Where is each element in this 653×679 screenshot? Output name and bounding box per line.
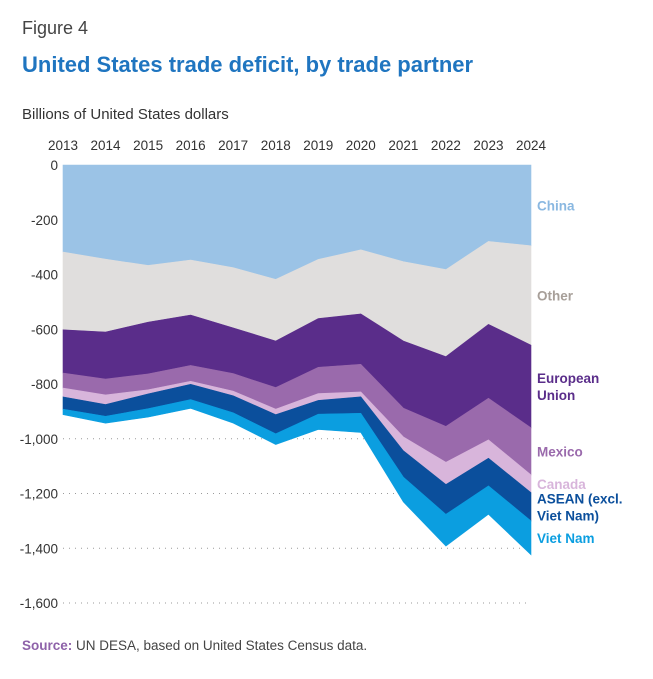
x-tick-label: 2024 — [516, 138, 547, 153]
chart-area: 0 -200 -400 -600 -800 -1,000 -1,200 -1,400 -1,60… — [20, 138, 623, 611]
x-tick-label: 2018 — [261, 138, 291, 153]
y-tick-label: -1,600 — [20, 596, 58, 611]
y-axis-units-label: Billions of United States dollars — [22, 106, 229, 123]
chart-title: United States trade deficit, by trade pa… — [22, 52, 474, 77]
y-tick-label: -200 — [31, 213, 58, 228]
x-tick-label: 2022 — [431, 138, 461, 153]
series-label: Viet Nam) — [537, 508, 599, 523]
series-label: Viet Nam — [537, 531, 595, 546]
x-tick-label: 2015 — [133, 138, 163, 153]
source-label: Source: — [22, 638, 73, 653]
y-tick-label: -1,400 — [20, 541, 58, 556]
series-label: Other — [537, 288, 574, 303]
x-tick-label: 2020 — [346, 138, 376, 153]
x-tick-label: 2017 — [218, 138, 248, 153]
y-tick-label: -800 — [31, 377, 58, 392]
series-label: Canada — [537, 477, 586, 492]
area-viet-nam — [62, 399, 532, 556]
source-note: Source: UN DESA, based on United States … — [22, 638, 367, 653]
y-tick-label: -1,000 — [20, 432, 58, 447]
x-tick-label: 2021 — [388, 138, 418, 153]
series-label: Union — [537, 388, 575, 403]
y-tick-label: -600 — [31, 322, 58, 337]
y-tick-label: -1,200 — [20, 487, 58, 502]
x-tick-label: 2019 — [303, 138, 333, 153]
series-label: ASEAN (excl. — [537, 491, 623, 506]
series-label: European — [537, 371, 599, 386]
y-tick-label: -400 — [31, 268, 58, 283]
source-text: UN DESA, based on United States Census d… — [72, 638, 368, 653]
x-tick-label: 2023 — [473, 138, 503, 153]
x-tick-label: 2016 — [176, 138, 206, 153]
figure-label: Figure 4 — [22, 18, 89, 38]
series-label: Mexico — [537, 444, 583, 459]
x-tick-label: 2014 — [91, 138, 122, 153]
y-tick-label: 0 — [50, 158, 58, 173]
x-tick-label: 2013 — [48, 138, 78, 153]
series-label: China — [537, 198, 575, 213]
